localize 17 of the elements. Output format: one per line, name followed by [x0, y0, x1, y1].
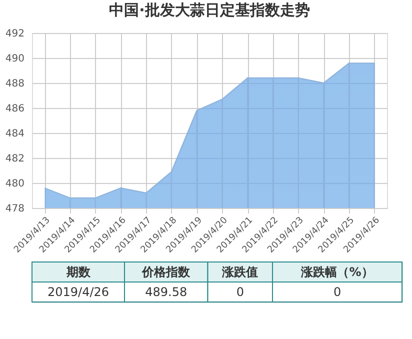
y-tick-label: 486 — [5, 104, 24, 114]
chart-title: 中国·批发大蒜日定基指数走势 — [109, 1, 310, 19]
text: 0 — [333, 285, 342, 299]
y-tick-label: 480 — [5, 178, 24, 190]
text: 0 — [236, 285, 244, 299]
text: 期数 — [65, 265, 92, 279]
text: 489.58 — [145, 285, 188, 299]
text: 涨跌值 — [221, 265, 258, 279]
y-tick-label: 482 — [5, 154, 24, 164]
y-tick-label: 478 — [5, 204, 24, 214]
y-tick-label: 484 — [5, 128, 24, 140]
text: 价格指数 — [141, 265, 192, 279]
text: 涨跌幅（%） — [300, 265, 374, 279]
y-tick-label: 490 — [5, 54, 24, 64]
y-tick-label: 488 — [5, 78, 24, 90]
y-tick-label: 492 — [5, 28, 24, 40]
text: 2019/4/26 — [47, 285, 110, 299]
